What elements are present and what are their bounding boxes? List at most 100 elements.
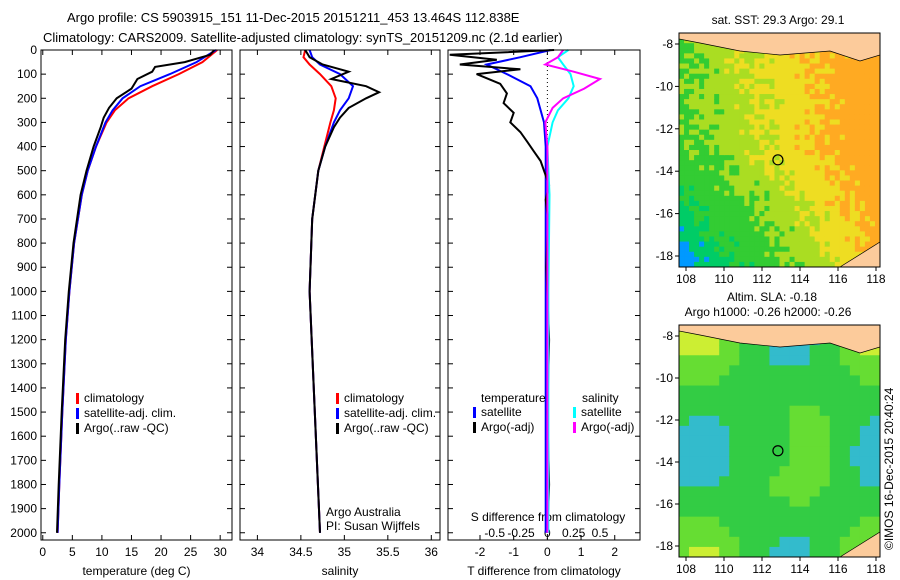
map-cell [684,104,690,110]
map-cell [789,63,796,70]
map-cell [819,73,826,80]
map-cell [679,160,685,166]
map-cell [749,211,755,217]
map-cell [834,129,841,136]
map-cell [704,119,710,126]
map-cell [834,99,841,105]
map-cell [769,226,775,232]
map-cell [809,216,816,222]
map-cell [874,114,881,120]
map-cell [719,496,730,508]
map-cell [814,88,821,95]
map-cell [869,205,876,212]
map-cell [814,68,821,75]
map-cell [739,124,745,131]
map-cell [704,190,710,197]
map-cell [739,139,745,146]
map-cell [694,261,700,268]
map-cell [739,205,745,212]
map-cell [739,211,745,217]
map-cell [714,205,720,212]
map-cell [699,546,710,558]
map-cell [679,119,685,126]
map-cell [709,94,715,100]
map-cell [859,83,866,90]
map-cell [779,185,786,192]
map-cell [734,180,740,187]
map-cell [804,144,811,151]
map-cell [679,231,685,237]
map-cell [829,185,836,192]
map-cell [714,226,720,232]
map-cell [734,48,740,54]
map-cell [739,129,745,136]
map-cell [869,486,881,497]
map-cell [729,190,735,197]
map-cell [814,73,821,80]
map-cell [824,200,831,207]
map-cell [739,150,745,156]
map-cell [784,246,791,253]
map-cell [739,53,745,59]
map-cell [799,216,806,222]
map-cell [764,251,770,258]
map-cell [869,466,881,477]
map-cell [739,155,745,161]
map-cell [759,160,765,166]
map-cell [794,155,801,161]
map-cell [819,526,831,538]
map-cell [789,144,796,151]
map-cell [729,496,740,508]
map-cell [874,205,881,212]
map-cell [684,48,690,54]
map-cell [709,211,715,217]
map-cell [689,516,700,528]
map-cell [779,476,791,487]
x-tick-label: -1 [508,545,519,559]
map-cell [809,185,816,192]
map-cell [869,114,876,120]
map-cell [819,536,831,548]
map-cell [694,99,700,105]
map-cell [704,231,710,237]
map-cell [789,114,796,120]
map-cell [709,335,720,346]
map-cell [719,139,725,146]
map-cell [679,83,685,90]
map-cell [749,345,760,356]
map-cell [844,246,851,253]
map-cell [729,365,740,376]
map-cell [769,78,775,85]
map-cell [734,231,740,237]
map-cell [714,114,720,120]
map-cell [754,134,760,141]
map-cell [684,119,690,126]
map-cell [779,180,786,187]
map-cell [779,425,791,437]
map-cell [699,139,705,146]
map-cell [819,365,831,376]
map-cell [859,516,871,528]
map-cell [844,211,851,217]
map-cell [724,205,730,212]
map-cell [789,129,796,136]
map-cell [784,99,791,105]
map-cell [804,160,811,166]
map-cell [799,200,806,207]
map-cell [764,88,770,95]
map-cell [854,134,861,141]
map-cell [704,48,710,54]
map-cell [774,144,780,151]
map-cell [869,216,876,222]
map-cell [704,150,710,156]
map-cell [804,211,811,217]
map-cell [764,63,770,70]
map-cell [839,175,846,182]
map-cell [729,155,735,161]
map-cell [689,335,700,346]
y-tick-label: 700 [17,212,37,226]
map-cell [769,466,780,477]
map-cell [799,236,806,243]
map-cell [804,53,811,59]
map-cell [739,94,745,100]
